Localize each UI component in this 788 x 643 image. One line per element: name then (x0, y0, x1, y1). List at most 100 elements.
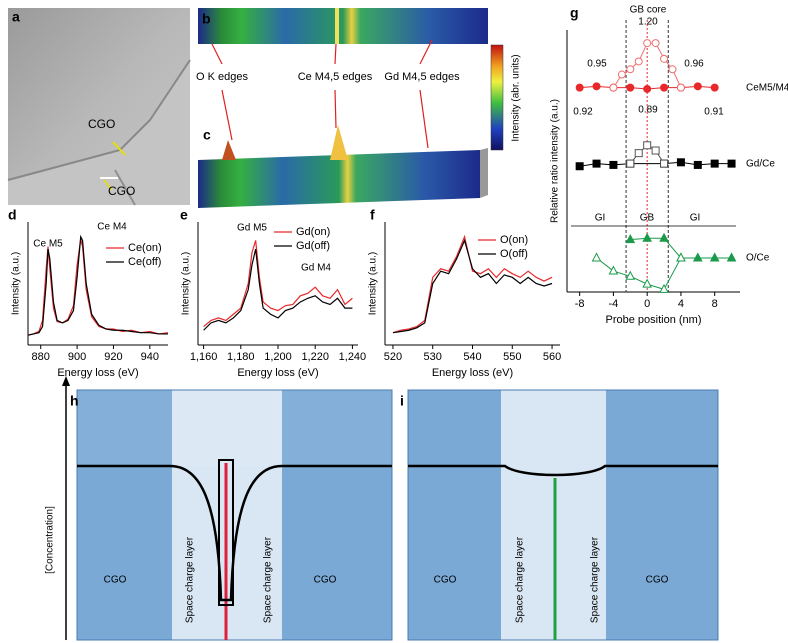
series-line (203, 240, 353, 328)
x-tick-label: 1,220 (301, 351, 329, 363)
marker (710, 83, 719, 92)
panel-h (76, 389, 393, 641)
grain-boundary (114, 169, 136, 206)
label-pointer (103, 179, 113, 191)
arrow (334, 43, 337, 65)
marker (642, 278, 653, 288)
series-label: CeM5/M4 (746, 82, 788, 93)
annotation: 0.92 (573, 107, 593, 118)
region-label: Space charge layer (590, 536, 601, 623)
marker (668, 65, 677, 74)
marker (660, 54, 669, 63)
region-label: CGO (646, 575, 669, 586)
marker (626, 159, 635, 168)
colorbar (490, 44, 504, 151)
ce-peak (330, 125, 348, 160)
x-tick-label: 8 (712, 298, 718, 310)
spectrum-surface (198, 150, 480, 208)
legend-label: O(on) (500, 234, 528, 246)
marker (634, 149, 643, 158)
x-tick-label: -4 (609, 298, 619, 310)
cgo-region (606, 390, 718, 640)
marker (693, 160, 702, 169)
annotation: Gd M4 (301, 263, 331, 274)
panel-b (198, 8, 488, 44)
cgo-region (282, 390, 392, 640)
panel-i (407, 389, 719, 641)
marker (710, 159, 719, 168)
x-tick-label: 1,180 (227, 351, 255, 363)
marker (642, 232, 653, 242)
annotation: 0.91 (704, 107, 724, 118)
x-tick-label: 920 (104, 351, 122, 363)
x-axis-label: Energy loss (eV) (237, 367, 318, 379)
marker (608, 265, 619, 275)
region-label: Space charge layer (185, 536, 196, 623)
series-line (392, 238, 553, 334)
x-tick-label: 560 (543, 351, 561, 363)
marker (575, 162, 584, 171)
y-axis-label: Relative ratio intensity (a.u.) (550, 99, 561, 223)
marker (591, 252, 602, 262)
arrow (221, 89, 233, 141)
frame (76, 389, 393, 641)
marker (625, 234, 636, 244)
image-label: CGO (88, 117, 115, 131)
x-tick-label: -8 (575, 298, 585, 310)
marker (659, 283, 669, 293)
surface-side (480, 148, 488, 198)
region-label: Space charge layer (515, 536, 526, 623)
series-line (579, 161, 732, 167)
x-tick-label: 0 (644, 298, 650, 310)
marker (727, 159, 736, 168)
marker (626, 65, 635, 74)
marker (626, 83, 635, 92)
marker (592, 159, 601, 168)
marker (625, 270, 636, 280)
series-line (392, 234, 553, 334)
marker (660, 159, 669, 168)
panel-label: d (8, 207, 17, 223)
annotation: GI (595, 213, 606, 224)
concentration-curve (408, 464, 718, 477)
series-line (27, 234, 168, 336)
cgo-region (77, 390, 172, 640)
annotation: Ce M5 (33, 239, 63, 250)
edge-label: Ce M4,5 edges (298, 71, 373, 83)
x-tick-label: 1,160 (190, 351, 218, 363)
grain-boundary (7, 59, 191, 181)
x-tick-label: 1,240 (339, 351, 367, 363)
x-tick-label: 520 (384, 351, 402, 363)
band (335, 8, 339, 44)
marker (693, 82, 702, 91)
marker (660, 83, 669, 92)
image-label: CGO (108, 184, 135, 198)
y-axis-label: Intensity (a.u.) (11, 252, 22, 315)
diagram-y-label: [Concentration] (45, 506, 56, 574)
panel-label: f (370, 207, 375, 223)
y-axis-label: Intensity (a.u.) (181, 252, 192, 315)
panel-label: h (70, 393, 79, 409)
core-box (218, 459, 234, 606)
legend-label: Ce(off) (128, 256, 161, 268)
marker (643, 141, 652, 150)
marker (676, 252, 686, 262)
label-pointer (112, 141, 126, 156)
panel-label: g (570, 5, 579, 21)
frame (407, 389, 719, 641)
spectrum-map (198, 8, 488, 44)
marker (692, 252, 703, 262)
x-tick-label: 540 (463, 351, 481, 363)
concentration-curve (77, 464, 392, 602)
panel-label: a (12, 9, 20, 25)
marker (643, 39, 652, 48)
panel-label: e (180, 207, 188, 223)
marker (651, 39, 660, 48)
cgo-region (408, 390, 501, 640)
edge-arrows (211, 39, 433, 149)
arrow (334, 89, 337, 129)
series-label: O/Ce (746, 253, 770, 264)
x-tick-label: 4 (678, 298, 684, 310)
region-label: CGO (434, 575, 457, 586)
legend-label: O(off) (500, 248, 528, 260)
